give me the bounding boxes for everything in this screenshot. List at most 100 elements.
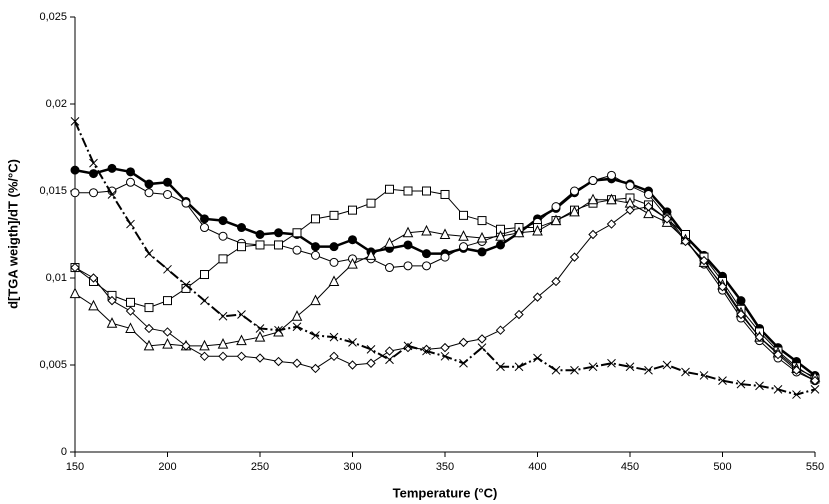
marker (292, 228, 302, 238)
marker (422, 346, 431, 356)
x-axis-title: Temperature (°C) (393, 485, 498, 500)
marker (736, 296, 746, 306)
marker (310, 363, 321, 374)
marker (292, 358, 302, 368)
marker (70, 165, 80, 175)
marker (421, 224, 432, 236)
marker (107, 190, 117, 199)
marker (810, 375, 820, 386)
x-tick-label: 200 (158, 461, 176, 473)
marker (681, 367, 690, 377)
marker (440, 189, 450, 199)
marker (440, 252, 450, 262)
marker (477, 216, 487, 226)
marker (458, 337, 469, 348)
x-tick-label: 350 (436, 461, 454, 473)
marker (644, 365, 653, 375)
marker (163, 189, 172, 199)
marker (422, 249, 431, 259)
marker (496, 240, 505, 250)
marker (347, 360, 358, 370)
marker (181, 280, 191, 290)
marker (310, 294, 321, 306)
marker (385, 355, 394, 365)
marker (587, 193, 599, 205)
marker (477, 334, 487, 344)
marker (200, 214, 209, 224)
marker (200, 296, 209, 305)
marker (717, 281, 728, 292)
marker (791, 365, 802, 375)
marker (89, 158, 98, 168)
marker (569, 205, 580, 217)
marker (181, 341, 191, 351)
marker (311, 331, 320, 340)
marker (218, 351, 228, 362)
marker (439, 228, 451, 239)
marker (699, 255, 709, 266)
marker (551, 202, 561, 212)
marker (550, 214, 562, 226)
marker (384, 346, 395, 356)
marker (459, 242, 468, 252)
marker (162, 338, 173, 349)
marker (366, 198, 376, 208)
marker (810, 385, 820, 394)
marker (218, 254, 228, 264)
marker (607, 358, 616, 368)
x-tick-label: 400 (528, 461, 546, 473)
x-tick-label: 550 (806, 461, 824, 473)
marker (532, 224, 543, 236)
marker (551, 365, 561, 375)
marker (163, 296, 172, 306)
marker (625, 181, 635, 191)
marker (459, 358, 468, 368)
marker (255, 230, 265, 239)
y-tick-label: 0,02 (46, 98, 67, 110)
x-tick-label: 300 (343, 461, 361, 473)
marker (773, 385, 783, 394)
marker (237, 223, 246, 233)
marker (144, 179, 154, 189)
marker (255, 324, 265, 333)
marker (773, 349, 783, 360)
marker (255, 353, 265, 363)
marker (348, 205, 357, 215)
marker (200, 223, 209, 233)
marker (680, 236, 691, 247)
marker (588, 176, 598, 186)
marker (385, 184, 394, 194)
marker (607, 170, 616, 180)
marker (126, 297, 135, 307)
marker (385, 263, 394, 273)
y-tick-label: 0 (61, 446, 67, 458)
marker (736, 379, 746, 389)
marker (273, 325, 284, 337)
marker (163, 177, 172, 187)
marker (311, 214, 320, 224)
x-tick-label: 500 (713, 461, 731, 473)
y-tick-label: 0,01 (46, 272, 67, 284)
marker (236, 351, 247, 362)
marker (477, 343, 487, 352)
marker (311, 250, 320, 260)
x-tick-label: 250 (251, 461, 269, 473)
marker (292, 245, 302, 255)
marker (459, 210, 468, 220)
marker (403, 186, 413, 196)
marker (422, 261, 431, 271)
marker (588, 229, 598, 240)
marker (514, 362, 524, 372)
marker (274, 228, 283, 238)
marker (643, 207, 654, 219)
marker (329, 351, 339, 362)
marker (143, 339, 155, 351)
marker (218, 216, 228, 226)
marker (144, 249, 154, 258)
marker (126, 167, 135, 177)
marker (144, 323, 154, 334)
marker (348, 235, 357, 245)
marker (699, 371, 709, 380)
marker (255, 240, 265, 250)
marker (551, 276, 561, 287)
